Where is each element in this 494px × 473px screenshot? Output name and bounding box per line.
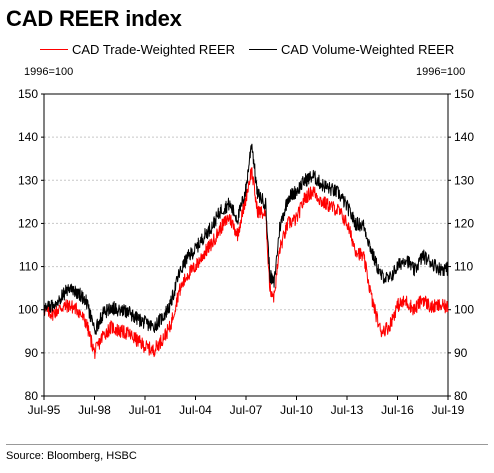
y-tick-label-left: 120 — [18, 216, 38, 230]
x-tick-label: Jul-19 — [432, 403, 465, 417]
series-line-trade-weighted — [43, 167, 449, 360]
y-tick-label-right: 150 — [454, 87, 474, 101]
y-tick-label-left: 90 — [25, 346, 39, 360]
y-tick-label-right: 140 — [454, 130, 474, 144]
y-tick-label-right: 80 — [454, 389, 468, 403]
y-tick-label-right: 100 — [454, 303, 474, 317]
legend-item-trade-weighted: CAD Trade-Weighted REER — [40, 42, 235, 57]
legend-swatch-trade-weighted — [40, 48, 68, 50]
x-tick-label: Jul-04 — [179, 403, 212, 417]
x-tick-label: Jul-10 — [280, 403, 313, 417]
chart-title: CAD REER index — [6, 6, 182, 31]
y-tick-label-right: 90 — [454, 346, 468, 360]
x-tick-label: Jul-13 — [331, 403, 364, 417]
y-tick-label-left: 110 — [19, 260, 38, 274]
left-axis-unit: 1996=100 — [24, 66, 74, 78]
x-tick-label: Jul-16 — [381, 403, 414, 417]
y-tick-label-left: 80 — [25, 389, 39, 403]
legend-item-volume-weighted: CAD Volume-Weighted REER — [249, 42, 454, 57]
series-line-volume-weighted — [43, 143, 449, 335]
legend-label-trade-weighted: CAD Trade-Weighted REER — [72, 41, 236, 57]
x-tick-label: Jul-98 — [78, 403, 111, 417]
y-tick-label-left: 150 — [18, 87, 38, 101]
y-tick-label-right: 130 — [454, 173, 474, 187]
y-tick-label-left: 140 — [18, 130, 38, 144]
x-tick-label: Jul-01 — [129, 403, 162, 417]
y-tick-label-right: 110 — [454, 260, 473, 274]
y-tick-label-right: 120 — [454, 216, 474, 230]
source-divider — [6, 444, 488, 445]
legend-label-volume-weighted: CAD Volume-Weighted REER — [281, 41, 455, 57]
x-tick-label: Jul-95 — [28, 403, 61, 417]
right-axis-unit: 1996=100 — [416, 66, 466, 78]
chart-legend: CAD Trade-Weighted REER CAD Volume-Weigh… — [40, 40, 468, 58]
y-tick-label-left: 130 — [18, 173, 38, 187]
y-tick-label-left: 100 — [18, 303, 38, 317]
legend-swatch-volume-weighted — [249, 48, 278, 50]
x-tick-label: Jul-07 — [230, 403, 263, 417]
plot-area-frame — [43, 93, 449, 397]
source-note: Source: Bloomberg, HSBC — [6, 450, 137, 462]
